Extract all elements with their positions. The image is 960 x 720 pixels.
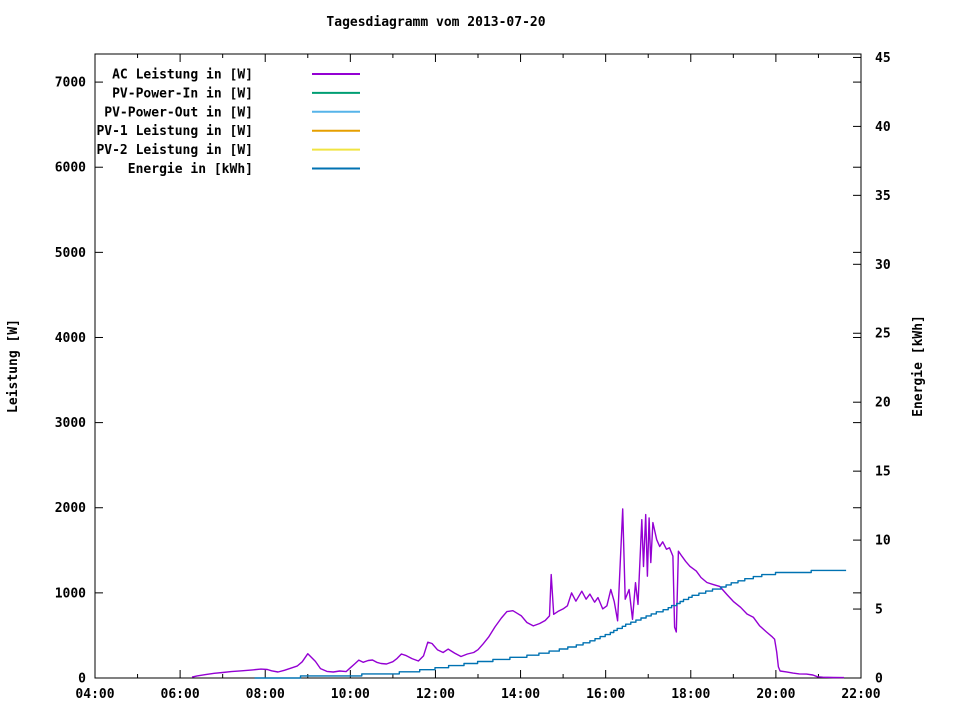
legend-label: PV-Power-In in [W] xyxy=(112,86,253,101)
x-tick-label: 16:00 xyxy=(586,687,625,702)
x-tick-label: 14:00 xyxy=(501,687,540,702)
y-axis-right-title: Energie [kWh] xyxy=(911,315,926,417)
y-axis-left: 0 1000 2000 3000 4000 5000 6000 7000 xyxy=(55,76,861,687)
legend-item: Energie in [kWh] xyxy=(128,162,360,177)
legend-item: AC Leistung in [W] xyxy=(112,68,360,83)
x-tick-label: 10:00 xyxy=(331,687,370,702)
y-left-tick-label: 4000 xyxy=(55,331,86,346)
series-ac-leistung-in-w xyxy=(191,508,845,679)
y-right-tick-label: 15 xyxy=(875,465,891,480)
y-left-tick-label: 2000 xyxy=(55,501,86,516)
y-right-tick-label: 45 xyxy=(875,51,891,66)
x-tick-label: 20:00 xyxy=(756,687,795,702)
legend-label: AC Leistung in [W] xyxy=(112,68,253,83)
y-right-tick-label: 30 xyxy=(875,258,891,273)
y-left-tick-label: 7000 xyxy=(55,76,86,91)
y-right-tick-label: 25 xyxy=(875,327,891,342)
x-tick-label: 18:00 xyxy=(671,687,710,702)
y-axis-left-title: Leistung [W] xyxy=(6,319,21,413)
legend-item: PV-Power-Out in [W] xyxy=(104,105,360,120)
legend-label: PV-1 Leistung in [W] xyxy=(96,124,253,139)
y-left-tick-label: 0 xyxy=(78,672,86,687)
y-right-tick-label: 10 xyxy=(875,534,891,549)
x-tick-label: 04:00 xyxy=(75,687,114,702)
y-left-tick-label: 5000 xyxy=(55,246,86,261)
legend: AC Leistung in [W] PV-Power-In in [W] PV-P… xyxy=(96,68,360,177)
legend-label: PV-Power-Out in [W] xyxy=(104,105,253,120)
legend-label: Energie in [kWh] xyxy=(128,162,253,177)
y-left-tick-label: 1000 xyxy=(55,586,86,601)
x-tick-label: 08:00 xyxy=(246,687,285,702)
y-axis-right: 0 5 10 15 20 25 30 35 40 45 xyxy=(853,51,891,687)
legend-item: PV-2 Leistung in [W] xyxy=(96,143,360,158)
legend-item: PV-Power-In in [W] xyxy=(112,86,360,101)
y-right-tick-label: 40 xyxy=(875,120,891,135)
y-right-tick-label: 20 xyxy=(875,396,891,411)
y-left-tick-label: 3000 xyxy=(55,416,86,431)
x-tick-label: 12:00 xyxy=(416,687,455,702)
y-right-tick-label: 35 xyxy=(875,189,891,204)
x-axis: 04:00 06:00 08:00 10:00 12:00 14:00 16:00 18:00… xyxy=(75,54,881,702)
series-energie-in-kwh xyxy=(254,569,847,679)
legend-label: PV-2 Leistung in [W] xyxy=(96,143,253,158)
y-right-tick-label: 5 xyxy=(875,603,883,618)
legend-item: PV-1 Leistung in [W] xyxy=(96,124,360,139)
y-right-tick-label: 0 xyxy=(875,672,883,687)
x-tick-label: 06:00 xyxy=(161,687,200,702)
x-tick-label: 22:00 xyxy=(841,687,880,702)
chart-title: Tagesdiagramm vom 2013-07-20 xyxy=(326,15,546,30)
y-left-tick-label: 6000 xyxy=(55,161,86,176)
